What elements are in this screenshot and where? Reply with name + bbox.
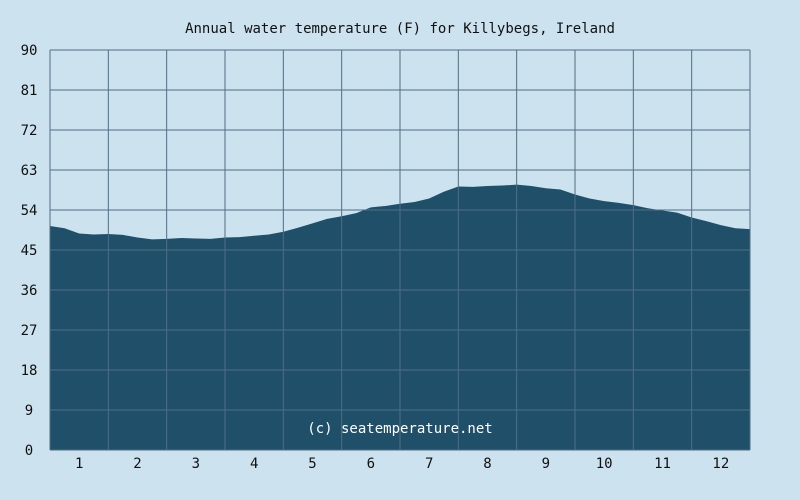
y-tick-label: 72 xyxy=(21,123,38,139)
x-tick-label: 10 xyxy=(596,456,613,472)
x-tick-label: 11 xyxy=(654,456,671,472)
y-tick-label: 54 xyxy=(21,203,38,219)
watermark-credit: (c) seatemperature.net xyxy=(307,421,492,437)
y-tick-label: 81 xyxy=(21,83,38,99)
x-tick-label: 12 xyxy=(712,456,729,472)
x-tick-label: 5 xyxy=(308,456,316,472)
x-tick-label: 6 xyxy=(367,456,375,472)
x-tick-label: 9 xyxy=(542,456,550,472)
y-tick-label: 90 xyxy=(21,43,38,59)
y-tick-label: 9 xyxy=(25,403,33,419)
x-tick-label: 4 xyxy=(250,456,258,472)
plot-area xyxy=(49,49,751,451)
y-tick-label: 63 xyxy=(21,163,38,179)
chart-title: Annual water temperature (F) for Killybe… xyxy=(185,21,615,37)
x-tick-label: 8 xyxy=(483,456,491,472)
y-tick-label: 18 xyxy=(21,363,38,379)
x-tick-label: 2 xyxy=(133,456,141,472)
x-tick-label: 7 xyxy=(425,456,433,472)
y-axis: 0 9 18 27 36 45 54 63 72 81 90 xyxy=(21,43,38,459)
x-axis: 1 2 3 4 5 6 7 8 9 10 11 12 xyxy=(75,456,729,472)
x-tick-label: 1 xyxy=(75,456,83,472)
y-tick-label: 36 xyxy=(21,283,38,299)
y-tick-label: 0 xyxy=(25,443,33,459)
y-tick-label: 27 xyxy=(21,323,38,339)
x-tick-label: 3 xyxy=(192,456,200,472)
y-tick-label: 45 xyxy=(21,243,38,259)
